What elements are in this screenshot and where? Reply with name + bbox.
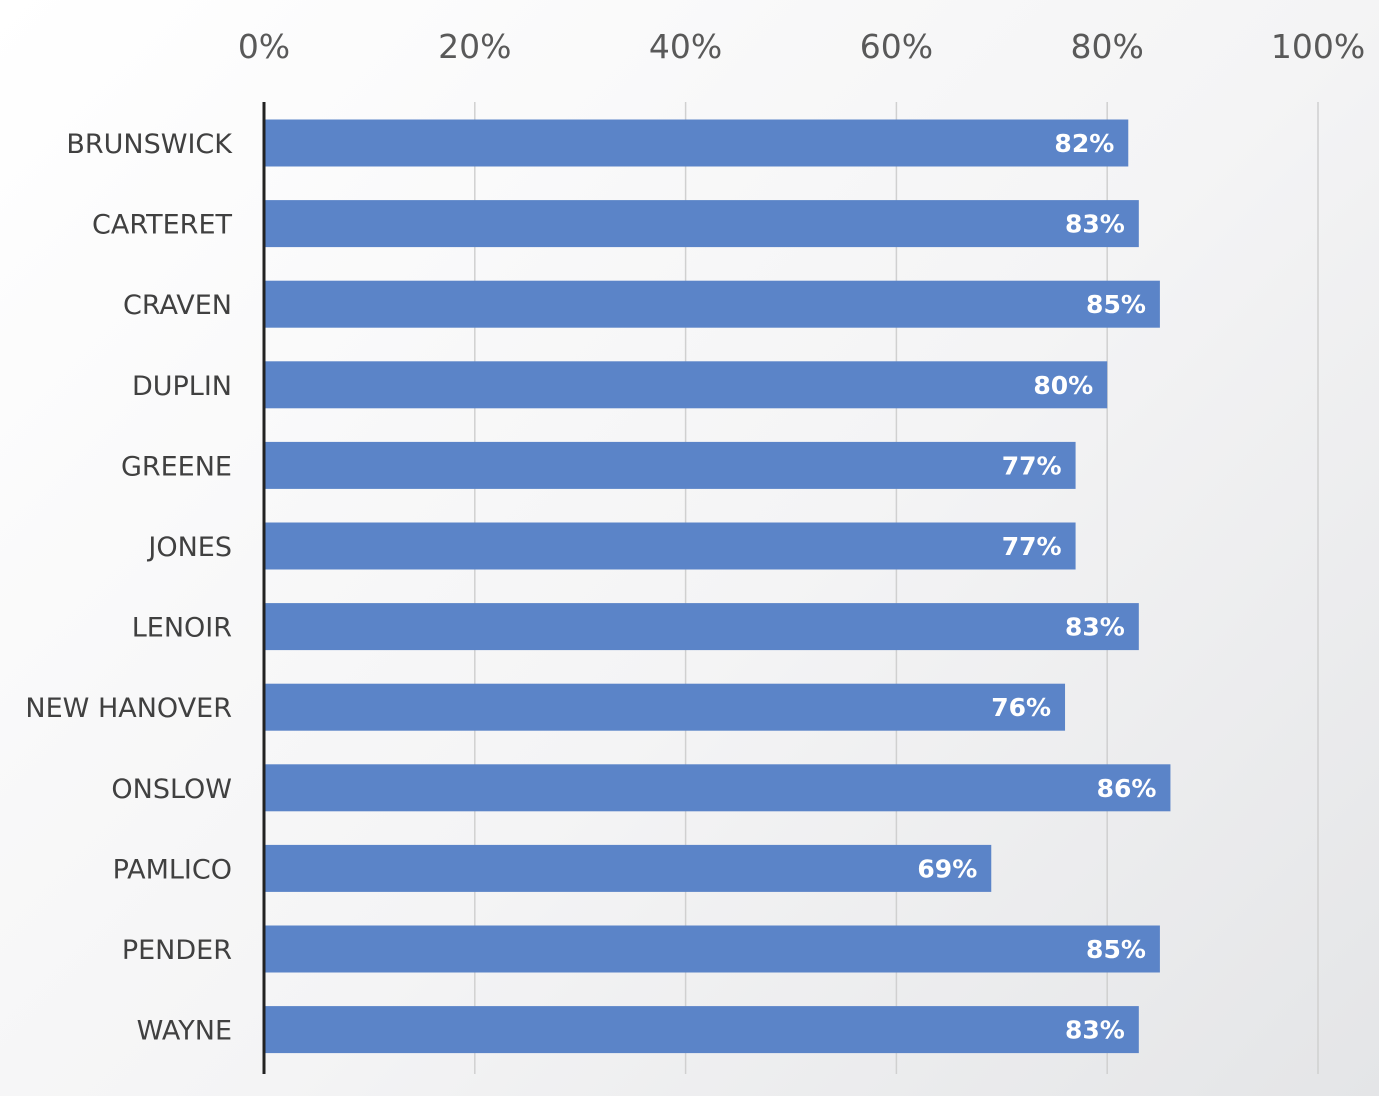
data-label-wayne: 83% xyxy=(1065,1016,1125,1045)
bars xyxy=(264,119,1171,1054)
data-label-lenoir: 83% xyxy=(1065,613,1125,642)
x-tick-label-0: 0% xyxy=(238,27,290,66)
category-label-craven: CRAVEN xyxy=(123,290,232,321)
data-label-onslow: 86% xyxy=(1097,774,1157,803)
data-label-brunswick: 82% xyxy=(1054,129,1114,158)
category-label-pamlico: PAMLICO xyxy=(113,854,232,885)
bar-greene xyxy=(264,441,1076,489)
x-tick-label-80: 80% xyxy=(1071,27,1144,66)
bar-pender xyxy=(264,925,1160,973)
bar-lenoir xyxy=(264,603,1139,651)
bar-carteret xyxy=(264,200,1139,248)
bar-craven xyxy=(264,280,1160,328)
x-tick-label-100: 100% xyxy=(1271,27,1365,66)
category-label-pender: PENDER xyxy=(122,935,232,966)
category-label-jones: JONES xyxy=(146,532,232,563)
bar-brunswick xyxy=(264,119,1129,167)
bar-pamlico xyxy=(264,844,992,892)
data-label-pamlico: 69% xyxy=(917,854,977,883)
category-label-carteret: CARTERET xyxy=(92,210,232,241)
category-label-duplin: DUPLIN xyxy=(132,371,232,402)
x-tick-label-20: 20% xyxy=(438,27,511,66)
category-label-onslow: ONSLOW xyxy=(111,774,232,805)
category-label-lenoir: LENOIR xyxy=(132,613,232,644)
bar-jones xyxy=(264,522,1076,570)
bar-wayne xyxy=(264,1006,1139,1054)
category-label-wayne: WAYNE xyxy=(137,1016,232,1047)
bar-new-hanover xyxy=(264,683,1066,731)
category-label-new-hanover: NEW HANOVER xyxy=(25,693,232,724)
bar-duplin xyxy=(264,361,1108,409)
data-label-greene: 77% xyxy=(1002,451,1062,480)
category-label-brunswick: BRUNSWICK xyxy=(66,129,233,160)
data-label-new-hanover: 76% xyxy=(991,693,1051,722)
labels: 0% 20% 40% 60% 80% 100% BRUNSWICK 82% CARTERET 83… xyxy=(25,27,1365,1047)
x-tick-label-40: 40% xyxy=(649,27,722,66)
category-label-greene: GREENE xyxy=(121,451,232,482)
gridlines xyxy=(474,102,1319,1074)
data-label-craven: 85% xyxy=(1086,290,1146,319)
bar-onslow xyxy=(264,764,1171,812)
data-label-carteret: 83% xyxy=(1065,210,1125,239)
data-label-jones: 77% xyxy=(1002,532,1062,561)
data-label-duplin: 80% xyxy=(1033,371,1093,400)
data-label-pender: 85% xyxy=(1086,935,1146,964)
x-tick-label-60: 60% xyxy=(860,27,933,66)
